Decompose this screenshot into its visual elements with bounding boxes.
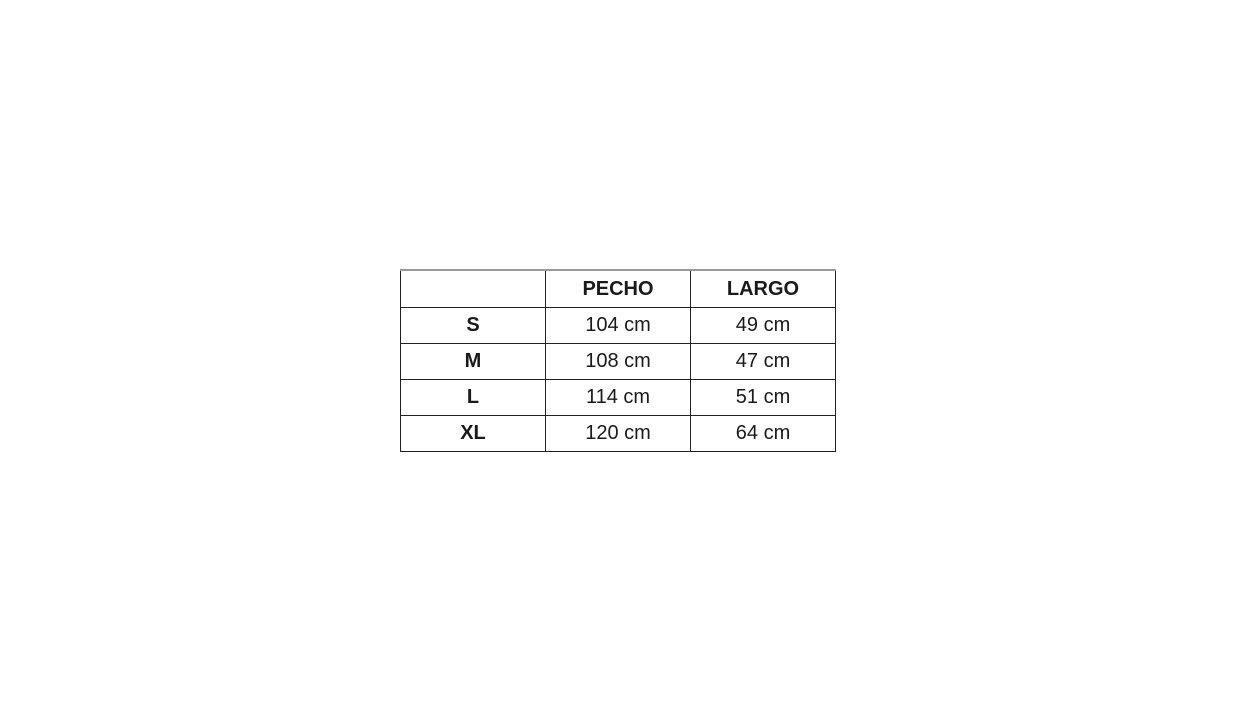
largo-cell: 51 cm xyxy=(690,379,836,416)
size-cell: S xyxy=(400,307,546,344)
header-empty xyxy=(400,269,546,308)
header-pecho: PECHO xyxy=(545,269,691,308)
pecho-cell: 104 cm xyxy=(545,307,691,344)
header-row: PECHO LARGO xyxy=(400,269,836,308)
largo-cell: 47 cm xyxy=(690,343,836,380)
size-chart-table: PECHO LARGO S 104 cm 49 cm M 108 cm 47 c… xyxy=(400,269,836,452)
header-largo: LARGO xyxy=(690,269,836,308)
table-row: S 104 cm 49 cm xyxy=(400,307,836,344)
table-row: L 114 cm 51 cm xyxy=(400,379,836,416)
size-cell: XL xyxy=(400,415,546,452)
pecho-cell: 114 cm xyxy=(545,379,691,416)
table-row: M 108 cm 47 cm xyxy=(400,343,836,380)
size-cell: L xyxy=(400,379,546,416)
pecho-cell: 108 cm xyxy=(545,343,691,380)
largo-cell: 49 cm xyxy=(690,307,836,344)
pecho-cell: 120 cm xyxy=(545,415,691,452)
table-row: XL 120 cm 64 cm xyxy=(400,415,836,452)
size-cell: M xyxy=(400,343,546,380)
largo-cell: 64 cm xyxy=(690,415,836,452)
